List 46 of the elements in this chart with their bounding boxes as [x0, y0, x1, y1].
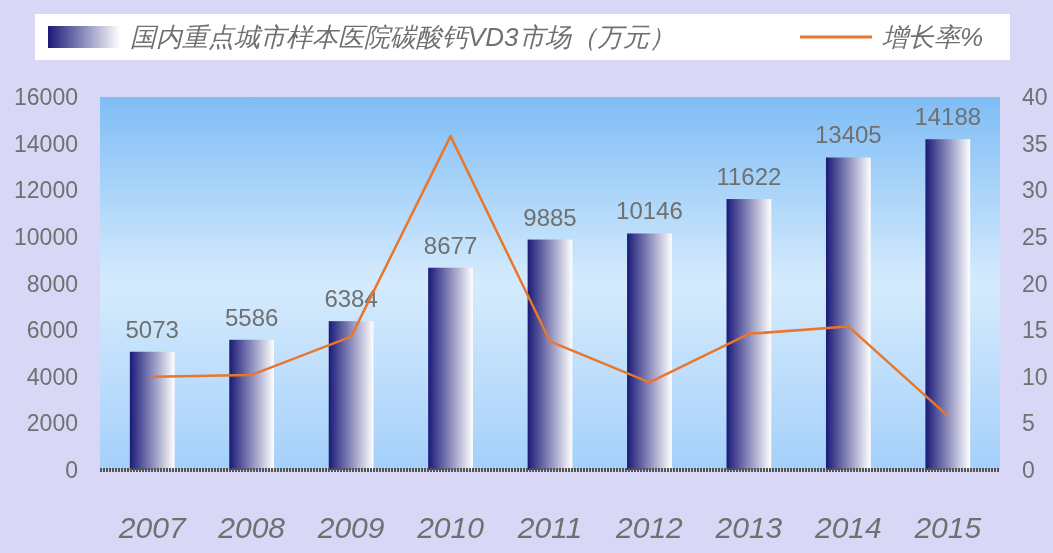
y2-tick-label: 15	[1022, 317, 1048, 344]
legend-label: 增长率%	[882, 22, 984, 52]
y-tick-label: 12000	[14, 177, 78, 204]
x-tick-label: 2015	[913, 511, 982, 544]
y2-tick-label: 10	[1022, 363, 1048, 390]
data-label: 10146	[616, 197, 683, 225]
x-tick-label: 2010	[416, 511, 485, 544]
x-tick-label: 2012	[615, 511, 684, 544]
data-label: 11622	[716, 163, 782, 191]
y2-tick-label: 40	[1022, 84, 1048, 110]
x-tick-label: 2008	[217, 511, 286, 544]
data-label: 5073	[125, 315, 179, 343]
bar	[229, 339, 275, 470]
x-tick-label: 2009	[316, 511, 385, 544]
y2-tick-label: 35	[1022, 130, 1048, 157]
bar	[925, 139, 971, 470]
x-tick-label: 2007	[117, 511, 187, 544]
y2-tick-label: 30	[1022, 177, 1048, 204]
y-tick-label: 16000	[14, 84, 78, 110]
legend-label: 国内重点城市样本医院碳酸钙VD3市场（万元）	[130, 22, 675, 52]
data-label: 13405	[814, 121, 882, 149]
bar	[428, 267, 473, 470]
y-tick-label: 14000	[14, 130, 78, 157]
data-label: 14188	[914, 103, 982, 131]
bar	[627, 233, 672, 470]
y-tick-label: 8000	[26, 270, 78, 297]
y-tick-label: 2000	[26, 410, 78, 437]
data-label: 8677	[423, 231, 478, 259]
y2-tick-label: 25	[1022, 223, 1048, 250]
x-tick-label: 2013	[714, 511, 783, 544]
y2-tick-label: 5	[1022, 410, 1035, 437]
x-tick-label: 2014	[813, 511, 882, 544]
y2-tick-label: 20	[1022, 270, 1048, 297]
bar	[328, 321, 374, 470]
y-tick-label: 4000	[26, 363, 78, 390]
bar	[726, 199, 772, 470]
y-tick-label: 10000	[14, 223, 78, 250]
y-tick-label: 0	[65, 457, 78, 483]
bar	[527, 239, 573, 470]
y2-tick-label: 0	[1022, 457, 1035, 483]
bar	[129, 351, 175, 470]
data-label: 5586	[224, 303, 279, 331]
y-tick-label: 6000	[26, 317, 78, 344]
bar	[825, 157, 871, 470]
data-label: 9885	[523, 203, 577, 231]
x-tick-label: 2011	[516, 511, 583, 544]
